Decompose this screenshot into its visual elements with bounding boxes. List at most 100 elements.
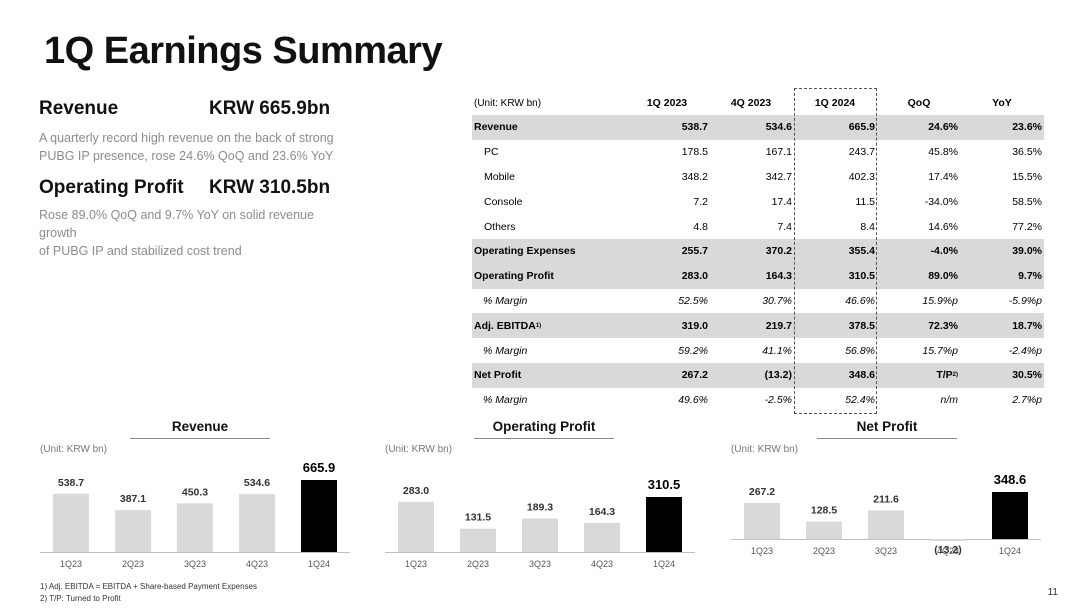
- table-cell: T/P 2): [864, 363, 958, 388]
- operating-profit-bar-chart: 283.0 1Q23 131.5 2Q23 189.3 3Q23 164.3 4Q23 310.…: [385, 477, 695, 569]
- row-label-text: % Margin: [483, 294, 528, 307]
- table-cell-value: 402.3: [848, 170, 875, 183]
- revenue-kpi-description: A quarterly record high revenue on the b…: [39, 129, 349, 165]
- bar-data-label: 348.6: [994, 472, 1027, 487]
- table-cell: 45.8%: [864, 140, 958, 165]
- x-tick-label: 3Q23: [875, 546, 897, 556]
- table-row-label: Operating Expenses: [474, 239, 624, 264]
- row-label-text: % Margin: [483, 394, 528, 407]
- x-tick-label: 4Q23: [937, 546, 959, 556]
- table-cell: 164.3: [698, 264, 792, 289]
- table-cell-value: n/m: [940, 394, 958, 407]
- table-cell: 255.7: [612, 239, 708, 264]
- table-cell-value: 665.9: [848, 121, 875, 134]
- table-cell: 49.6%: [612, 388, 708, 413]
- x-tick-label: 4Q23: [591, 559, 613, 569]
- table-cell-value: 342.7: [765, 170, 792, 183]
- table-cell-value: 17.4%: [928, 170, 958, 183]
- row-label-text: PC: [484, 146, 499, 159]
- table-row: PC 178.5 167.1 243.7 45.8% 36.5%: [472, 140, 1044, 165]
- table-cell: 30.7%: [698, 289, 792, 314]
- bar: [239, 494, 275, 552]
- table-row-label: Net Profit: [474, 363, 624, 388]
- table-cell-value: 2.7%p: [1012, 394, 1042, 407]
- table-row-label: Revenue: [474, 115, 624, 140]
- bar: [646, 497, 682, 552]
- table-cell-value: 178.5: [681, 146, 708, 159]
- table-cell-value: 52.4%: [845, 394, 875, 407]
- table-cell: 178.5: [612, 140, 708, 165]
- table-cell: 72.3%: [864, 313, 958, 338]
- table-cell-value: 77.2%: [1012, 220, 1042, 233]
- bar: [584, 522, 620, 552]
- table-cell-value: 18.7%: [1012, 319, 1042, 332]
- row-label-text: Operating Profit: [474, 270, 554, 283]
- table-cell-value: 348.6: [848, 369, 875, 382]
- table-cell-value: 370.2: [765, 245, 792, 258]
- table-cell-value: 310.5: [848, 270, 875, 283]
- table-header-cell: 1Q 2023: [646, 97, 688, 109]
- table-header-cell: QoQ: [907, 97, 931, 109]
- op-kpi-value: KRW 310.5bn: [209, 177, 331, 198]
- table-cell: 2.7%p: [947, 388, 1042, 413]
- table-cell: 370.2: [698, 239, 792, 264]
- table-cell: -2.4%p: [947, 338, 1042, 363]
- bar-data-label: 450.3: [182, 486, 208, 498]
- table-cell: (13.2): [698, 363, 792, 388]
- revenue-chart-title-rule: [130, 438, 270, 439]
- table-cell-value: 283.0: [681, 270, 708, 283]
- table-cell: 17.4%: [864, 165, 958, 190]
- table-cell-value: 23.6%: [1012, 121, 1042, 134]
- table-header-cell: 1Q 2024: [814, 97, 856, 109]
- table-cell: 267.2: [612, 363, 708, 388]
- bar: [522, 518, 558, 552]
- table-row-label: Adj. EBITDA 1): [474, 313, 624, 338]
- table-cell: 23.6%: [947, 115, 1042, 140]
- table-cell: 15.7%p: [864, 338, 958, 363]
- table-cell-value: 167.1: [765, 146, 792, 159]
- table-cell-value: 15.9%p: [922, 294, 958, 307]
- table-cell: 4.8: [612, 214, 708, 239]
- table-cell: 378.5: [782, 313, 875, 338]
- bar: [301, 480, 337, 552]
- table-cell-value: T/P: [936, 369, 953, 382]
- bar-data-label: 538.7: [58, 477, 84, 489]
- page-number: 11: [1047, 587, 1058, 598]
- bar-data-label: 387.1: [120, 493, 146, 505]
- table-cell-value: 319.0: [681, 319, 708, 332]
- table-cell-value: -34.0%: [924, 195, 958, 208]
- table-cell-value: 45.8%: [928, 146, 958, 159]
- table-cell-value: 255.7: [681, 245, 708, 258]
- net-profit-chart-unit: (Unit: KRW bn): [731, 444, 799, 455]
- table-cell-value: 378.5: [848, 319, 875, 332]
- table-cell: 665.9: [782, 115, 875, 140]
- operating-profit-chart-title-rule: [474, 438, 614, 439]
- bar: [992, 492, 1028, 539]
- bar-data-label: 189.3: [527, 501, 553, 513]
- table-cell-value: -2.5%: [764, 394, 792, 407]
- revenue-kpi-value: KRW 665.9bn: [209, 98, 331, 119]
- table-cell: 56.8%: [782, 338, 875, 363]
- table-cell: 283.0: [612, 264, 708, 289]
- table-cell: 41.1%: [698, 338, 792, 363]
- table-cell: 59.2%: [612, 338, 708, 363]
- bar-data-label: 283.0: [403, 485, 429, 497]
- x-tick-label: 1Q24: [653, 559, 675, 569]
- row-label-text: Operating Expenses: [474, 245, 576, 258]
- x-tick-label: 1Q24: [999, 546, 1021, 556]
- page-title: 1Q Earnings Summary: [44, 30, 443, 72]
- table-cell-value: 17.4: [771, 195, 792, 208]
- table-cell-value: 59.2%: [678, 344, 708, 357]
- op-desc-line-2: of PUBG IP and stabilized cost trend: [39, 244, 242, 258]
- revenue-desc-line-1: A quarterly record high revenue on the b…: [39, 131, 334, 145]
- table-cell-value: -5.9%p: [1008, 294, 1042, 307]
- x-tick-label: 3Q23: [529, 559, 551, 569]
- table-cell-value: 15.7%p: [922, 344, 958, 357]
- table-cell: 15.5%: [947, 165, 1042, 190]
- table-cell: 11.5: [782, 189, 875, 214]
- table-cell-value: 58.5%: [1012, 195, 1042, 208]
- bar-data-label: (13.2): [934, 544, 961, 556]
- bar-data-label: 211.6: [873, 493, 899, 505]
- table-cell-value: 52.5%: [678, 294, 708, 307]
- x-tick-label: 3Q23: [184, 559, 206, 569]
